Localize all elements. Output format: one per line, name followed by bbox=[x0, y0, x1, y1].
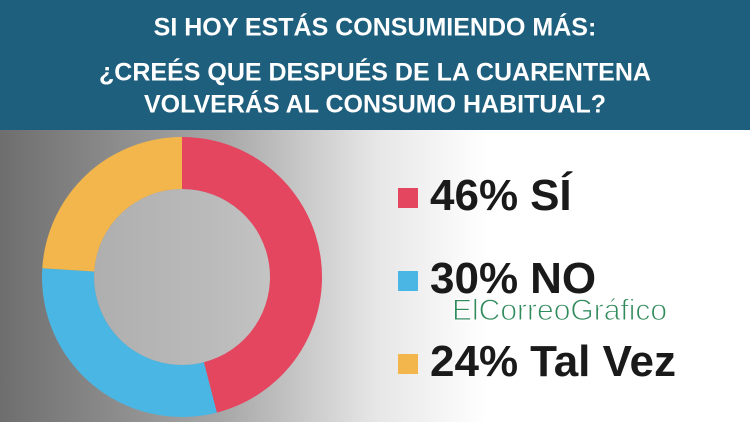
legend-entry: 46% SÍ bbox=[430, 170, 573, 220]
donut-segment bbox=[42, 137, 182, 272]
chart-title: SI HOY ESTÁS CONSUMIENDO MÁS: bbox=[154, 13, 597, 42]
value-label: 24% bbox=[430, 337, 518, 386]
header-band bbox=[0, 0, 750, 130]
legend-label: SÍ bbox=[530, 170, 573, 220]
donut-segment bbox=[182, 137, 323, 413]
chart-title: VOLVERÁS AL CONSUMO HABITUAL? bbox=[144, 90, 606, 119]
chart-title: ¿CREÉS QUE DESPUÉS DE LA CUARENTENA bbox=[99, 58, 651, 87]
legend-label: NO bbox=[530, 254, 596, 303]
legend-label: Tal Vez bbox=[530, 337, 676, 386]
donut-segment bbox=[41, 268, 217, 418]
legend-swatch bbox=[398, 271, 418, 291]
legend-swatch bbox=[398, 354, 418, 374]
legend-swatch bbox=[398, 188, 418, 208]
value-label: 46% bbox=[430, 171, 518, 220]
watermark: ElCorreoGráfico bbox=[452, 294, 667, 327]
legend-entry: 30% NO bbox=[430, 254, 596, 303]
value-label: 30% bbox=[430, 254, 518, 303]
legend-entry: 24% Tal Vez bbox=[430, 337, 676, 386]
donut-hole bbox=[94, 189, 270, 365]
